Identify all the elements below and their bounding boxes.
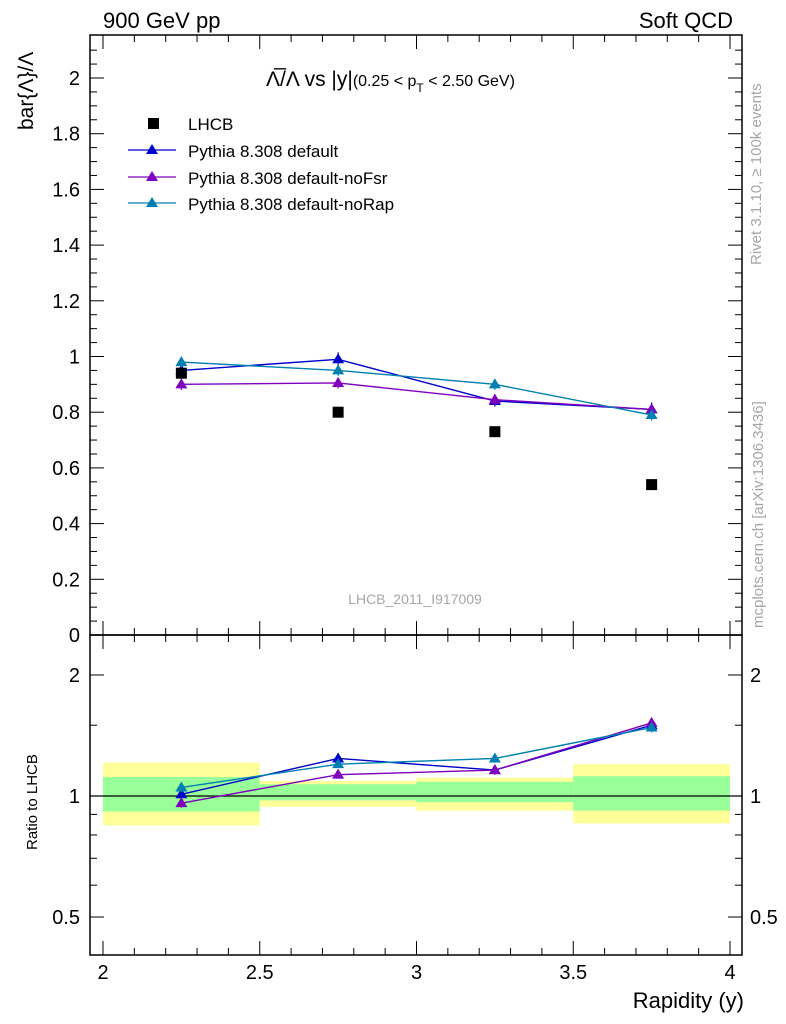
upper-marks [175, 352, 658, 491]
series-point-1 [332, 376, 345, 387]
x-tick-label: 3.5 [559, 962, 587, 984]
upper-panel: 0 0.2 0.4 0.6 0.8 1 1.2 1.4 1.6 1.8 2 Λ̅/Λ vs |y|(… [15, 34, 743, 647]
series-point-2 [175, 356, 188, 367]
y-tick-label: 1.2 [52, 291, 80, 313]
legend-label-norap: Pythia 8.308 default-noRap [188, 195, 394, 214]
ratio-line-1 [181, 722, 652, 804]
x-tick-label: 4 [724, 962, 735, 984]
data-point [332, 406, 344, 418]
header-left: 900 GeV pp [103, 8, 220, 33]
lower-ticks: 0.5 0.5 1 1 2 2 2 2.5 3 3.5 4 [52, 635, 778, 984]
series-point-2 [645, 408, 658, 419]
data-point [489, 426, 501, 438]
data-point [175, 367, 187, 379]
series-point-2 [488, 378, 501, 389]
legend-label-default: Pythia 8.308 default [188, 142, 339, 161]
ratio-point-0 [332, 752, 345, 763]
series-point-0 [332, 353, 345, 364]
y-tick-label: 1.8 [52, 124, 80, 146]
x-tick-label: 2 [97, 962, 108, 984]
legend-marker-default [146, 144, 158, 154]
legend-marker-norap [146, 197, 158, 207]
y-tick-label: 0 [69, 625, 80, 647]
header-right: Soft QCD [639, 8, 733, 33]
upper-ylabel: bar{Λ}/Λ [15, 52, 38, 130]
y-tick-label: 0.8 [52, 402, 80, 424]
uncertainty-band-inner [259, 784, 417, 801]
lower-panel: 0.5 0.5 1 1 2 2 2 2.5 3 3.5 4 Ratio to LHCB Rapidi… [24, 634, 778, 1013]
ratio-point-0 [175, 788, 188, 799]
legend-marker-nofsr [146, 171, 158, 181]
series-point-1 [175, 378, 188, 389]
legend-marker-lhcb [148, 118, 159, 129]
ratio-point-1 [332, 768, 345, 779]
legend-label-nofsr: Pythia 8.308 default-noFsr [188, 169, 388, 188]
y-tick-label: 0.2 [52, 569, 80, 591]
ratio-line-2 [181, 726, 652, 789]
x-tick-label: 3 [411, 962, 422, 984]
chart-title: Λ̅/Λ vs |y|(0.25 < pT < 2.50 GeV) [266, 68, 515, 95]
title-cut-sub: T [416, 81, 424, 95]
series-point-1 [488, 393, 501, 404]
y-tick-label-right: 0.5 [750, 907, 778, 929]
rivet-label: Rivet 3.1.10, ≥ 100k events [748, 83, 765, 265]
title-cut: (0.25 < p [353, 73, 417, 90]
series-line-1 [181, 382, 652, 411]
y-tick-label: 1 [69, 786, 80, 808]
upper-ticks: 0 0.2 0.4 0.6 0.8 1 1.2 1.4 1.6 1.8 2 [52, 35, 742, 647]
source-label: mcplots.cern.ch [arXiv:1306.3436] [750, 401, 767, 628]
y-tick-label-right: 2 [750, 665, 761, 687]
ratio-point-2 [488, 752, 501, 763]
y-tick-label: 0.4 [52, 514, 80, 536]
y-tick-label: 0.5 [52, 907, 80, 929]
lower-ylabel: Ratio to LHCB [24, 754, 41, 850]
ratio-point-1 [488, 764, 501, 775]
legend: LHCB Pythia 8.308 default Pythia 8.308 d… [128, 115, 394, 214]
uncertainty-band-inner [416, 781, 574, 803]
watermark: LHCB_2011_I917009 [348, 591, 482, 607]
y-tick-label: 1.4 [52, 235, 80, 257]
lower-marks [175, 716, 658, 808]
ratio-point-2 [645, 721, 658, 732]
y-tick-label: 2 [69, 68, 80, 90]
series-point-2 [332, 364, 345, 375]
ratio-point-2 [332, 758, 345, 769]
ratio-point-1 [175, 797, 188, 808]
y-tick-label-right: 1 [750, 786, 761, 808]
title-main: Λ̅/Λ vs |y| [266, 68, 353, 91]
x-tick-label: 2.5 [246, 962, 274, 984]
uncertainty-band-inner [573, 776, 730, 811]
series-line-2 [181, 361, 652, 416]
ratio-point-2 [175, 781, 188, 792]
series-point-1 [645, 403, 658, 414]
legend-label-lhcb: LHCB [188, 115, 233, 134]
y-tick-label: 1 [69, 347, 80, 369]
y-tick-label: 1.6 [52, 179, 80, 201]
y-tick-label: 0.6 [52, 458, 80, 480]
title-cut-end: < 2.50 GeV) [424, 73, 515, 90]
data-point [646, 479, 658, 491]
x-axis-label: Rapidity (y) [633, 988, 744, 1013]
y-tick-label: 2 [69, 665, 80, 687]
